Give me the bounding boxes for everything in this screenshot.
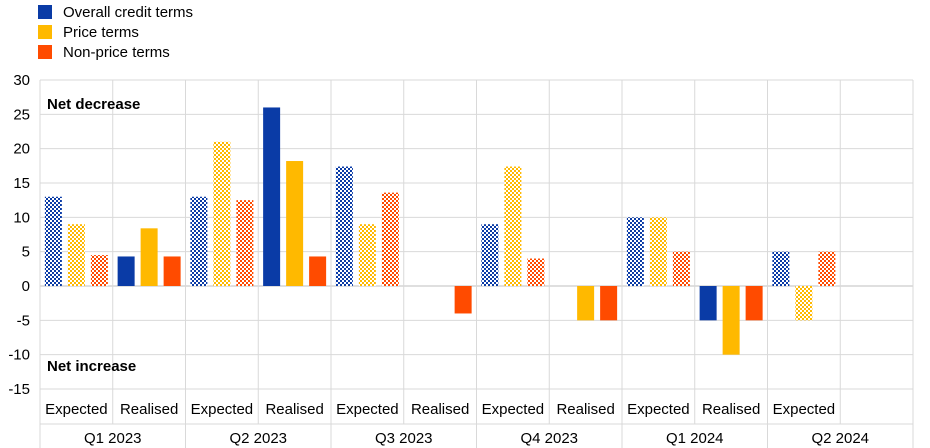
subgroup-label: Expected: [773, 401, 836, 418]
legend-item-overall: Overall credit terms: [38, 2, 193, 22]
subgroup-label: Realised: [411, 401, 469, 418]
bar-price: [577, 286, 595, 321]
y-tick-label: 10: [13, 209, 30, 226]
bars: [44, 107, 836, 355]
legend-label-price: Price terms: [63, 23, 139, 41]
bar-nonprice: [818, 251, 836, 286]
bar-price: [140, 228, 158, 286]
bar-overall: [263, 107, 281, 286]
category-separators: [39, 80, 914, 448]
bar-nonprice: [745, 286, 763, 321]
legend-item-nonprice: Non-price terms: [38, 42, 193, 62]
bar-nonprice: [163, 256, 181, 286]
bar-nonprice: [236, 200, 254, 286]
bar-price: [504, 166, 522, 286]
bar-overall: [699, 286, 717, 321]
bar-price: [649, 217, 667, 286]
bar-nonprice: [672, 251, 690, 286]
subgroup-label: Expected: [336, 401, 399, 418]
bar-price: [286, 161, 304, 286]
bar-nonprice: [527, 258, 545, 286]
legend: Overall credit terms Price terms Non-pri…: [38, 2, 193, 62]
bar-price: [67, 224, 85, 286]
quarter-label: Q2 2024: [811, 430, 869, 447]
bar-overall: [481, 224, 499, 286]
bar-nonprice: [600, 286, 618, 321]
subgroup-label: Expected: [482, 401, 545, 418]
legend-swatch-price: [38, 25, 52, 39]
quarter-label: Q4 2023: [520, 430, 578, 447]
bar-overall: [626, 217, 644, 286]
bar-nonprice: [454, 286, 472, 314]
bar-price: [722, 286, 740, 355]
quarter-label: Q3 2023: [375, 430, 433, 447]
bar-price: [795, 286, 813, 321]
quarter-label: Q1 2023: [84, 430, 142, 447]
legend-label-nonprice: Non-price terms: [63, 43, 170, 61]
quarter-label: Q1 2024: [666, 430, 724, 447]
subgroup-label: Expected: [191, 401, 254, 418]
bar-nonprice: [90, 255, 108, 286]
subgroup-label: Realised: [702, 401, 760, 418]
bar-overall: [44, 196, 62, 286]
bar-overall: [335, 166, 353, 286]
bar-overall: [190, 196, 208, 286]
y-axis: -15 -10 -5 0 5 10 15 20 25 30: [8, 72, 30, 398]
subgroup-label: Expected: [627, 401, 690, 418]
y-tick-label: 20: [13, 141, 30, 158]
annotation-net-increase: Net increase: [47, 358, 136, 375]
bar-overall: [117, 256, 135, 286]
bar-price: [358, 224, 376, 286]
subgroup-label: Realised: [120, 401, 178, 418]
y-tick-label: -10: [8, 347, 30, 364]
subgroup-label: Realised: [556, 401, 614, 418]
y-tick-label: 25: [13, 106, 30, 123]
y-tick-label: 30: [13, 72, 30, 89]
y-tick-label: -5: [17, 312, 30, 329]
bar-overall: [772, 251, 790, 286]
bar-price: [213, 141, 231, 286]
y-tick-label: 5: [22, 244, 30, 261]
x-axis-labels: Q1 2023 Expected Realised Q2 2023 Expected Re…: [45, 401, 869, 447]
legend-swatch-overall: [38, 5, 52, 19]
legend-item-price: Price terms: [38, 22, 193, 42]
bar-nonprice: [309, 256, 327, 286]
annotation-net-decrease: Net decrease: [47, 96, 140, 113]
legend-swatch-nonprice: [38, 45, 52, 59]
legend-label-overall: Overall credit terms: [63, 3, 194, 21]
subgroup-label: Expected: [45, 401, 108, 418]
subgroup-label: Realised: [265, 401, 323, 418]
y-tick-label: 0: [22, 278, 30, 295]
bar-nonprice: [381, 192, 399, 286]
quarter-label: Q2 2023: [229, 430, 287, 447]
y-tick-label: 15: [13, 175, 30, 192]
y-tick-label: -15: [8, 381, 30, 398]
